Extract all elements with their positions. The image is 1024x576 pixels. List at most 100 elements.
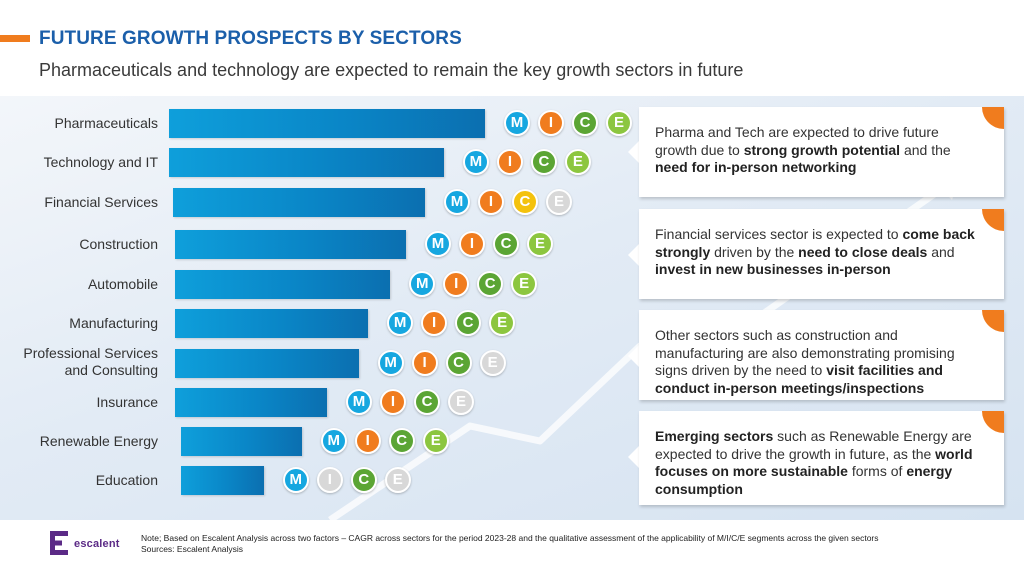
sector-label: Education xyxy=(95,472,158,488)
segment-e-badge: E xyxy=(489,310,516,336)
segment-m-badge: M xyxy=(377,350,404,376)
sector-label-line: Professional Services xyxy=(23,345,158,361)
callout-emphasis: energy consumption xyxy=(655,463,953,497)
callout-pointer xyxy=(628,344,640,368)
callout-emphasis: strong growth potential xyxy=(743,141,901,158)
segment-e-badge: E xyxy=(511,271,538,297)
accent-bar xyxy=(0,35,30,42)
segment-e-badge: E xyxy=(545,189,572,215)
sector-bar xyxy=(169,148,444,177)
sector-label: Construction xyxy=(79,236,158,252)
sector-label: Professional Services and Consulting xyxy=(23,345,158,379)
sector-bar xyxy=(181,427,302,456)
segment-m-badge: M xyxy=(346,389,372,415)
callout-text: Other sectors such as construction and m… xyxy=(655,327,977,397)
callout-emphasis: visit facilities and conduct in-person m… xyxy=(655,362,943,396)
callout-emphasis: world focuses on more sustainable xyxy=(655,445,973,480)
callout-text: Pharma and Tech are expected to drive fu… xyxy=(655,124,977,177)
callout-corner-accent xyxy=(982,411,1004,433)
segment-m-badge: M xyxy=(282,467,309,493)
callout-span: Pharma and Tech are expected to drive fu… xyxy=(655,124,939,158)
sector-bar xyxy=(175,388,327,417)
segment-m-badge: M xyxy=(320,428,347,454)
callout-corner-accent xyxy=(982,310,1004,332)
sector-label: Technology and IT xyxy=(43,154,158,170)
segment-c-badge: C xyxy=(530,149,557,175)
segment-e-badge: E xyxy=(606,110,632,136)
sector-bar xyxy=(175,349,359,378)
segment-c-badge: C xyxy=(572,110,598,136)
sector-label: Insurance xyxy=(96,394,158,410)
callout-text: Financial services sector is expected to… xyxy=(655,226,977,279)
sector-label: Automobile xyxy=(87,276,158,292)
segment-i-badge: I xyxy=(496,149,523,175)
segment-e-badge: E xyxy=(384,467,411,493)
callout-span: driven by the xyxy=(710,243,799,260)
segment-c-badge: C xyxy=(477,271,504,297)
sector-label: Renewable Energy xyxy=(39,433,158,449)
callout-emphasis: Emerging sectors xyxy=(655,428,774,444)
footnote-sources: Sources: Escalent Analysis xyxy=(141,544,244,554)
segment-c-badge: C xyxy=(493,231,519,257)
escalent-logo-text: escalent xyxy=(74,538,120,550)
segment-c-badge: C xyxy=(350,467,377,493)
segment-m-badge: M xyxy=(504,110,530,136)
callout-card: Other sectors such as construction and m… xyxy=(639,310,1004,400)
callout-card: Emerging sectors such as Renewable Energ… xyxy=(639,411,1004,505)
sector-bar xyxy=(173,188,425,217)
segment-m-badge: M xyxy=(409,271,436,297)
callout-emphasis: need for in-person networking xyxy=(655,159,857,175)
callout-span: forms of xyxy=(847,463,907,479)
segment-c-badge: C xyxy=(455,310,482,336)
segment-i-badge: I xyxy=(316,467,343,493)
segment-i-badge: I xyxy=(443,271,470,297)
page-title: FUTURE GROWTH PROSPECTS BY SECTORS xyxy=(39,28,462,49)
segment-e-badge: E xyxy=(527,231,553,257)
segment-e-badge: E xyxy=(422,428,449,454)
segment-i-badge: I xyxy=(538,110,564,136)
sector-label: Financial Services xyxy=(44,194,158,210)
sector-label-line: and Consulting xyxy=(64,362,158,378)
callout-emphasis: invest in new businesses in-person xyxy=(655,261,891,277)
sector-bar xyxy=(181,466,264,495)
callout-span: and the xyxy=(900,141,951,158)
sector-bar xyxy=(175,270,391,299)
escalent-logo-icon xyxy=(50,531,68,555)
segment-i-badge: I xyxy=(411,350,438,376)
callout-span: such as Renewable Energy are expected to… xyxy=(655,428,972,462)
callout-text: Emerging sectors such as Renewable Energ… xyxy=(655,428,977,498)
segment-c-badge: C xyxy=(414,389,440,415)
segment-e-badge: E xyxy=(564,149,591,175)
segment-c-badge: C xyxy=(388,428,415,454)
sector-label: Pharmaceuticals xyxy=(54,115,159,131)
segment-m-badge: M xyxy=(462,149,489,175)
segment-m-badge: M xyxy=(425,231,451,257)
sector-bar xyxy=(175,230,406,259)
footnote-note: Note; Based on Escalent Analysis across … xyxy=(141,533,879,543)
callout-emphasis: come back strongly xyxy=(655,226,975,260)
segment-c-badge: C xyxy=(445,350,472,376)
segment-i-badge: I xyxy=(380,389,406,415)
footnote: Note; Based on Escalent Analysis across … xyxy=(141,533,879,555)
callout-corner-accent xyxy=(982,209,1004,231)
segment-m-badge: M xyxy=(443,189,470,215)
page-subtitle: Pharmaceuticals and technology are expec… xyxy=(39,60,744,80)
segment-i-badge: I xyxy=(459,231,485,257)
segment-c-badge: C xyxy=(511,189,538,215)
callout-emphasis: need to close deals xyxy=(798,243,928,260)
callout-pointer xyxy=(628,445,640,469)
callout-pointer xyxy=(628,140,640,164)
callout-card: Pharma and Tech are expected to drive fu… xyxy=(639,107,1004,197)
callout-span: Financial services sector is expected to xyxy=(655,226,903,242)
callout-span: and xyxy=(927,243,955,260)
segment-e-badge: E xyxy=(448,389,474,415)
callout-corner-accent xyxy=(982,107,1004,129)
callout-span: Other sectors such as construction and m… xyxy=(655,327,955,378)
sector-bar xyxy=(175,309,369,338)
segment-i-badge: I xyxy=(354,428,381,454)
sector-label: Manufacturing xyxy=(69,315,158,331)
callout-card: Financial services sector is expected to… xyxy=(639,209,1004,299)
segment-i-badge: I xyxy=(477,189,504,215)
segment-e-badge: E xyxy=(479,350,506,376)
